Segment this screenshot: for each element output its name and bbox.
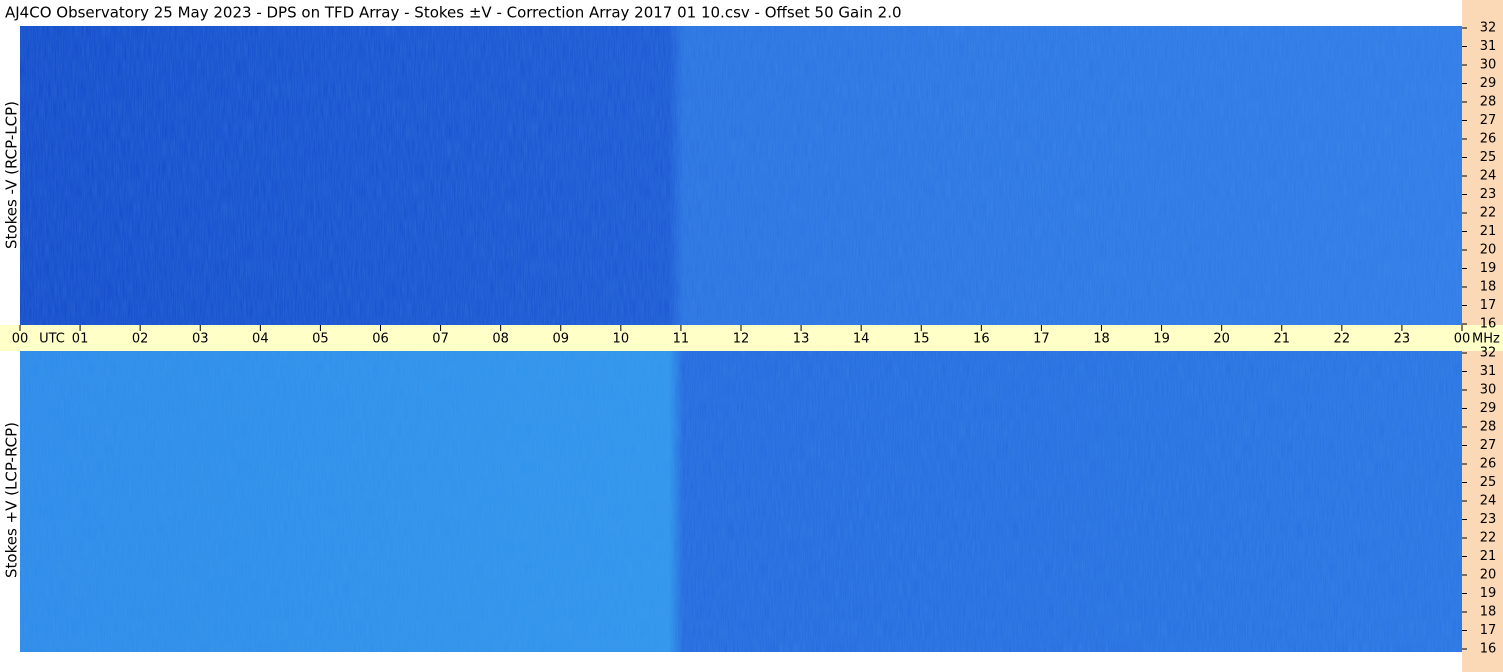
y-tick-label: 26: [1480, 457, 1497, 472]
x-tick-label: 15: [913, 332, 930, 347]
y-tick-label: 21: [1480, 549, 1497, 564]
y-tick-label: 17: [1480, 298, 1497, 313]
y-tick-label: 31: [1480, 39, 1497, 54]
y-tick-label: 26: [1480, 132, 1497, 147]
x-tick-label: 05: [312, 332, 329, 347]
y-tick-label: 17: [1480, 623, 1497, 638]
y-tick-label: 22: [1480, 206, 1497, 221]
y-tick-label: 19: [1480, 261, 1497, 276]
y-tick-label: 20: [1480, 243, 1497, 258]
y-tick-label: 29: [1480, 401, 1497, 416]
y-tick-label: 24: [1480, 494, 1497, 509]
y-tick-label: 28: [1480, 95, 1497, 110]
spectrogram-texture: [20, 26, 1462, 325]
y-tick-label: 18: [1480, 280, 1497, 295]
x-tick-label: 04: [252, 332, 269, 347]
x-tick-label: 23: [1394, 332, 1411, 347]
y-tick-label: 32: [1480, 346, 1497, 361]
axes: 16 17 18 19 20 21 22 23 24 25 26 27 28 29 30 31 32 Stokes…: [3, 21, 1500, 657]
x-tick-label: 00: [12, 332, 29, 347]
y-tick-label: 30: [1480, 58, 1497, 73]
unit-label: MHz: [1472, 332, 1500, 347]
x-tick-label: 18: [1093, 332, 1110, 347]
x-axis-band: [0, 325, 1503, 351]
x-tick-label: 10: [613, 332, 630, 347]
y-tick-label: 16: [1480, 317, 1497, 332]
x-tick-label: 20: [1213, 332, 1230, 347]
x-tick-label: 08: [492, 332, 509, 347]
x-tick-label: 14: [853, 332, 870, 347]
x-axis-label: UTC: [39, 332, 65, 347]
y-tick-label: 25: [1480, 475, 1497, 490]
y-tick-label: 16: [1480, 642, 1497, 657]
y-tick-label: 30: [1480, 383, 1497, 398]
y-tick-label: 28: [1480, 420, 1497, 435]
y-tick-label: 27: [1480, 113, 1497, 128]
x-tick-label: 22: [1334, 332, 1351, 347]
x-tick-label: 16: [973, 332, 990, 347]
title: AJ4CO Observatory 25 May 2023 - DPS on T…: [5, 4, 902, 22]
y-tick-label: 21: [1480, 224, 1497, 239]
y-axis-label: Stokes -V (RCP-LCP): [3, 101, 21, 249]
spectrogram-texture: [20, 351, 1462, 652]
y-tick-label: 23: [1480, 512, 1497, 527]
y-tick-label: 24: [1480, 169, 1497, 184]
x-tick-label: 01: [72, 332, 89, 347]
y-tick-label: 27: [1480, 438, 1497, 453]
x-tick-label: 02: [132, 332, 149, 347]
x-tick-label: 09: [552, 332, 569, 347]
y-tick-label: 19: [1480, 586, 1497, 601]
y-tick-label: 22: [1480, 531, 1497, 546]
x-tick-label: 07: [432, 332, 449, 347]
x-tick-label: 00: [1454, 332, 1471, 347]
x-tick-label: 13: [793, 332, 810, 347]
y-tick-label: 18: [1480, 605, 1497, 620]
x-tick-label: 19: [1153, 332, 1170, 347]
x-tick-label: 12: [733, 332, 750, 347]
x-tick-label: 03: [192, 332, 209, 347]
y-tick-label: 23: [1480, 187, 1497, 202]
y-axis-label: Stokes +V (LCP-RCP): [3, 422, 21, 578]
y-tick-label: 31: [1480, 364, 1497, 379]
y-tick-label: 29: [1480, 76, 1497, 91]
x-tick-label: 11: [673, 332, 690, 347]
y-tick-label: 25: [1480, 150, 1497, 165]
x-tick-label: 06: [372, 332, 389, 347]
x-tick-label: 17: [1033, 332, 1050, 347]
x-tick-label: 21: [1273, 332, 1290, 347]
y-tick-label: 20: [1480, 568, 1497, 583]
y-tick-label: 32: [1480, 21, 1497, 36]
